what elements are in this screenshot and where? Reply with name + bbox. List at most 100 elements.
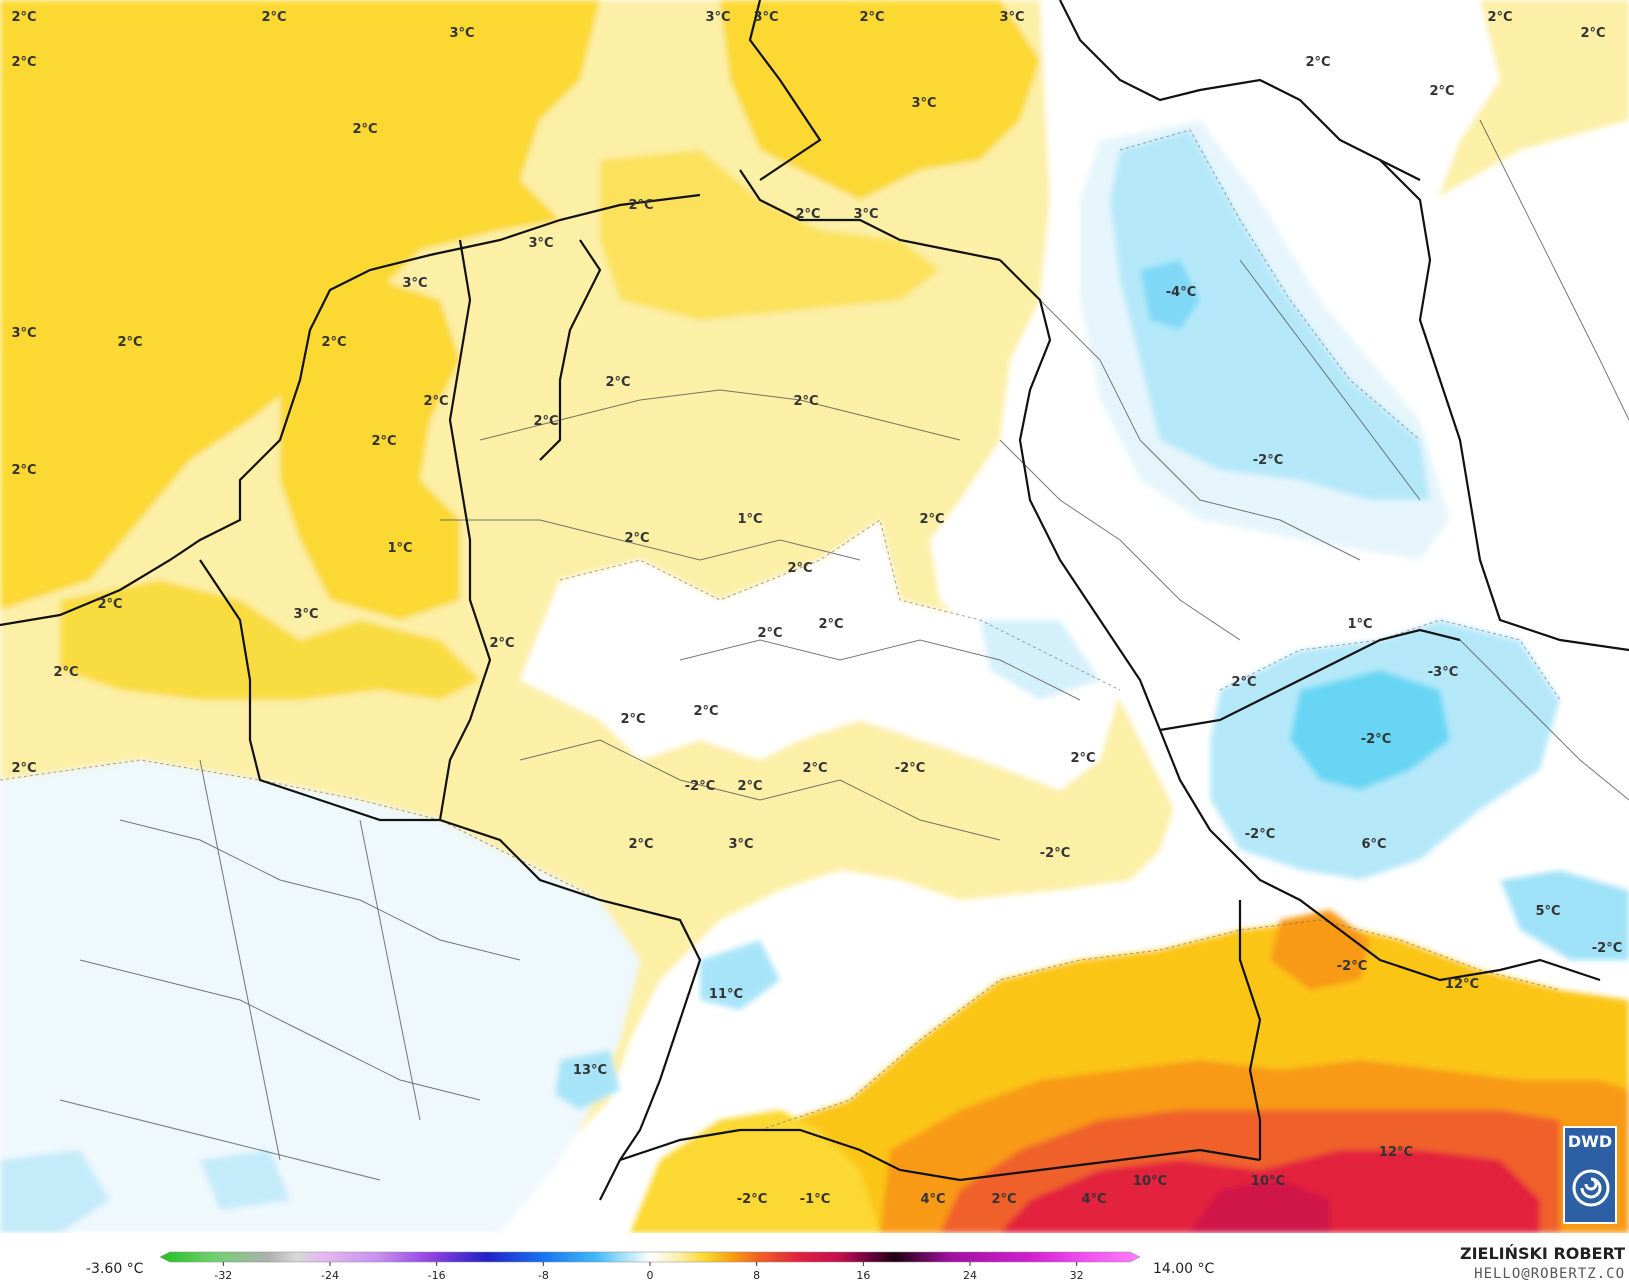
temperature-label: 3°C: [528, 236, 553, 251]
temperature-label: 2°C: [818, 617, 843, 632]
temperature-label: 2°C: [919, 512, 944, 527]
temperature-label: 2°C: [53, 665, 78, 680]
scale-max-label: 14.00 °C: [1153, 1261, 1215, 1277]
temperature-label: 2°C: [11, 10, 36, 25]
temperature-label: 2°C: [489, 636, 514, 651]
region-border: [119, 819, 521, 961]
temperature-label: 2°C: [423, 394, 448, 409]
temperature-label: 13°C: [573, 1063, 607, 1078]
colorbar-tick-label: 32: [1070, 1269, 1084, 1282]
temperature-label: 2°C: [624, 531, 649, 546]
temperature-label: -2°C: [1040, 846, 1070, 861]
temperature-label: 2°C: [693, 704, 718, 719]
temperature-label: 2°C: [859, 10, 884, 25]
temperature-label: 2°C: [787, 561, 812, 576]
temperature-label: 2°C: [793, 394, 818, 409]
temperature-label: 10°C: [1133, 1174, 1167, 1189]
yellow-netherlands-zone: [280, 280, 460, 620]
temperature-label: 2°C: [757, 626, 782, 641]
temperature-label: 2°C: [371, 434, 396, 449]
yellow-northwest-germany: [600, 150, 940, 320]
isotherm-line: [559, 519, 1121, 691]
colorbar-tick-label: 8: [753, 1269, 760, 1282]
author-email: HELLO@ROBERTZ.CO: [1474, 1266, 1625, 1282]
temperature-label: -2°C: [1361, 732, 1391, 747]
dwd-logo-text: DWD: [1567, 1132, 1613, 1151]
region-borders: [59, 119, 1629, 1181]
coastline: [748, 0, 822, 181]
temperature-label: 2°C: [620, 712, 645, 727]
country-border: [199, 559, 702, 1201]
temperature-label: 3°C: [728, 837, 753, 852]
temperature-label: 12°C: [1379, 1145, 1413, 1160]
temperature-label: -1°C: [800, 1192, 830, 1207]
colorbar: -32 -24 -16 -8 0 8 16 24 32: [160, 1251, 1140, 1282]
isotherm-line: [759, 919, 1561, 1131]
temperature-label: 10°C: [1251, 1174, 1285, 1189]
yellow-danish-zone: [720, 0, 1040, 200]
temperature-label: -2°C: [1337, 959, 1367, 974]
temperature-label: -2°C: [737, 1192, 767, 1207]
country-border: [619, 1128, 1261, 1182]
colorbar-ticks: -32 -24 -16 -8 0 8 16 24 32: [214, 1262, 1084, 1282]
isotherm-line: [1219, 619, 1561, 701]
temperature-label: -2°C: [1245, 827, 1275, 842]
temperature-label: 2°C: [628, 198, 653, 213]
temperature-label: 2°C: [1429, 84, 1454, 99]
blue-spot-west: [700, 940, 780, 1010]
region-border: [440, 519, 861, 561]
temperature-label: 2°C: [1487, 10, 1512, 25]
temperature-label: 4°C: [1081, 1192, 1106, 1207]
temperature-label: 2°C: [1305, 55, 1330, 70]
region-border: [1239, 259, 1421, 501]
blue-spot-center: [980, 620, 1100, 700]
temperature-label: -3°C: [1428, 665, 1458, 680]
region-border: [519, 739, 1001, 841]
dwd-logo: DWD: [1563, 1126, 1617, 1224]
temperature-label: 6°C: [1361, 837, 1386, 852]
colorbar-tick-label: 16: [856, 1269, 870, 1282]
temperature-label: 2°C: [533, 414, 558, 429]
isotherm-line: [1119, 129, 1421, 441]
temperature-label: 2°C: [991, 1192, 1016, 1207]
region-border: [999, 439, 1241, 641]
temperature-label: 2°C: [1231, 675, 1256, 690]
blue-spot-south: [200, 1150, 290, 1210]
temperature-label: 4°C: [920, 1192, 945, 1207]
colorbar-tick-label: 24: [963, 1269, 977, 1282]
region-border: [359, 819, 421, 1121]
temperature-label: 2°C: [795, 207, 820, 222]
region-border: [79, 959, 481, 1101]
temperature-label: 11°C: [709, 987, 743, 1002]
temperature-label: 3°C: [999, 10, 1024, 25]
temperature-label: 2°C: [11, 55, 36, 70]
coastline: [1059, 0, 1421, 181]
country-border: [1159, 628, 1461, 732]
temperature-label: 2°C: [117, 335, 142, 350]
warm-south-core: [1190, 1180, 1330, 1233]
country-border: [1238, 900, 1262, 1160]
temperature-map: 2°C 2°C 3°C 2°C 2°C 3°C 3°C 2°C 3°C 2°C 2°C 2°C 2°C 3…: [0, 0, 1629, 1233]
temperature-label: -2°C: [1592, 941, 1622, 956]
temperature-label: 2°C: [352, 122, 377, 137]
colorbar-tick-label: 0: [647, 1269, 654, 1282]
author-name: ZIELIŃSKI ROBERT: [1459, 1244, 1625, 1263]
temperature-label: 2°C: [628, 837, 653, 852]
temperature-label: 2°C: [261, 10, 286, 25]
temperature-label: -4°C: [1166, 285, 1196, 300]
blue-czech-core: [1290, 670, 1450, 790]
temperature-label: 1°C: [737, 512, 762, 527]
swirl-icon: [1572, 1169, 1610, 1207]
temperature-label: 3°C: [911, 96, 936, 111]
temperature-label: 2°C: [321, 335, 346, 350]
temperature-label: 3°C: [449, 26, 474, 41]
temperature-label: 2°C: [97, 597, 122, 612]
temperature-label: 3°C: [753, 10, 778, 25]
colorbar-tick-label: -8: [538, 1269, 549, 1282]
temperature-label: 3°C: [705, 10, 730, 25]
temperature-label: -2°C: [685, 779, 715, 794]
temperature-label: 5°C: [1535, 904, 1560, 919]
temperature-label: 3°C: [853, 207, 878, 222]
colorbar-tick-label: -32: [214, 1269, 232, 1282]
warm-alps-west: [630, 1110, 880, 1233]
